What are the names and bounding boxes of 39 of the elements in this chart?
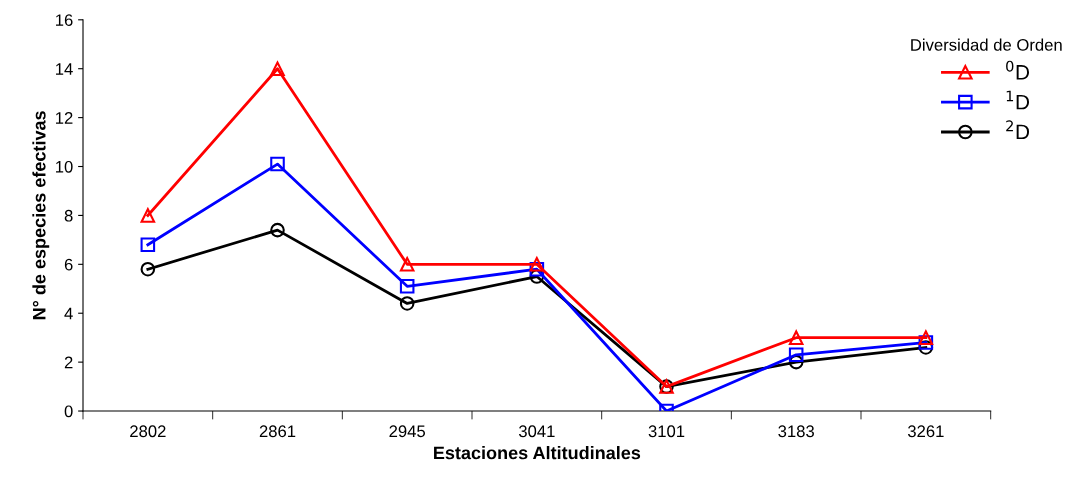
point [399,257,415,272]
x-tick-label: 3261 [907,425,944,438]
y-tick-label: 14 [56,63,73,75]
point [529,261,545,277]
y-tick-label: 16 [56,14,73,27]
point [270,222,285,238]
point [140,237,156,253]
point [270,61,285,76]
y-tick-label: 10 [56,160,73,173]
x-tick-label: 2861 [259,425,296,438]
point [140,261,156,277]
y-tick-label: 8 [64,209,73,222]
point [399,296,415,311]
x-tick-label: 3183 [778,425,814,438]
legend-label: $^{2}$D [1006,120,1030,140]
legend-label: $^{1}$D [1006,90,1030,110]
y-axis-title: N° de especies efectivas [32,111,50,320]
point [918,330,934,345]
y-tick-label: 2 [64,356,73,369]
point [918,335,934,350]
x-axis-title: Estaciones Altitudinales [434,446,641,460]
y-tick-label: 12 [56,112,73,124]
point [788,347,804,363]
x-tick-label: 2802 [130,425,166,438]
x-tick-label: 3041 [518,425,555,438]
point [399,279,415,294]
x-tick-label: 3101 [648,425,685,438]
legend-label: $^{0}$D [1006,60,1030,80]
legend-title: Diversidad de Orden [911,38,1062,51]
point [788,354,804,370]
point [270,156,285,172]
point [529,257,545,272]
y-tick-label: 4 [64,307,73,320]
point [918,340,934,355]
point [140,208,156,223]
y-tick-label: 0 [64,405,73,418]
x-tick-label: 2945 [389,425,426,438]
point [788,330,804,345]
y-tick-label: 6 [64,258,73,271]
